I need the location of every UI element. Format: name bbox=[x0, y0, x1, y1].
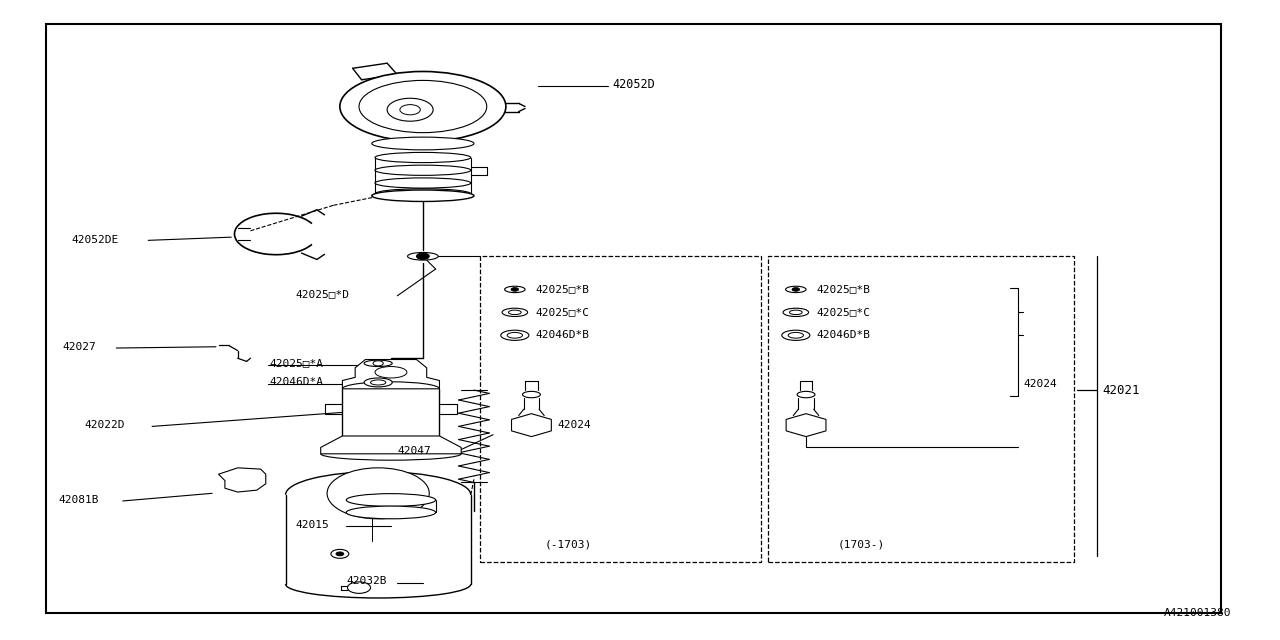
Ellipse shape bbox=[371, 190, 474, 202]
Circle shape bbox=[416, 253, 429, 259]
Ellipse shape bbox=[370, 380, 385, 385]
Ellipse shape bbox=[364, 378, 392, 387]
Ellipse shape bbox=[375, 189, 471, 199]
Bar bbox=[480, 256, 762, 562]
Circle shape bbox=[328, 468, 429, 519]
Text: A421001380: A421001380 bbox=[1164, 608, 1231, 618]
Text: 42025□*D: 42025□*D bbox=[296, 289, 349, 300]
Ellipse shape bbox=[375, 152, 471, 163]
Ellipse shape bbox=[788, 332, 804, 338]
Ellipse shape bbox=[358, 81, 486, 132]
Ellipse shape bbox=[790, 310, 803, 315]
Ellipse shape bbox=[407, 252, 438, 260]
Circle shape bbox=[372, 361, 383, 366]
Bar bbox=[768, 256, 1074, 562]
Text: 42046D*B: 42046D*B bbox=[535, 330, 589, 340]
Polygon shape bbox=[343, 360, 439, 389]
Text: 42022D: 42022D bbox=[84, 420, 125, 430]
Text: 42025□*B: 42025□*B bbox=[535, 284, 589, 294]
Text: 42046D*A: 42046D*A bbox=[270, 378, 324, 387]
Ellipse shape bbox=[375, 178, 471, 188]
Text: 42052DE: 42052DE bbox=[72, 236, 119, 245]
Ellipse shape bbox=[364, 360, 392, 367]
Circle shape bbox=[347, 582, 370, 593]
Text: 42032B: 42032B bbox=[346, 576, 387, 586]
Text: 42025□*A: 42025□*A bbox=[270, 358, 324, 369]
Ellipse shape bbox=[508, 310, 521, 315]
Text: 42021: 42021 bbox=[1102, 383, 1140, 397]
Ellipse shape bbox=[375, 367, 407, 378]
Ellipse shape bbox=[786, 286, 806, 292]
Text: 42025□*C: 42025□*C bbox=[535, 307, 589, 317]
Text: 42027: 42027 bbox=[63, 342, 96, 352]
Text: 42015: 42015 bbox=[296, 520, 329, 530]
Text: 42081B: 42081B bbox=[59, 495, 100, 505]
Circle shape bbox=[337, 552, 344, 556]
Text: 42046D*B: 42046D*B bbox=[817, 330, 870, 340]
Circle shape bbox=[399, 104, 420, 115]
Ellipse shape bbox=[346, 493, 435, 506]
Text: 42025□*B: 42025□*B bbox=[817, 284, 870, 294]
Text: 42025□*C: 42025□*C bbox=[817, 307, 870, 317]
Ellipse shape bbox=[340, 72, 506, 141]
Ellipse shape bbox=[782, 330, 810, 340]
Ellipse shape bbox=[500, 330, 529, 340]
Ellipse shape bbox=[504, 286, 525, 292]
Text: 42024: 42024 bbox=[557, 420, 591, 430]
Ellipse shape bbox=[375, 165, 471, 175]
Ellipse shape bbox=[507, 332, 522, 338]
Ellipse shape bbox=[783, 308, 809, 317]
Ellipse shape bbox=[371, 137, 474, 150]
Text: 42024: 42024 bbox=[1023, 379, 1057, 388]
Polygon shape bbox=[219, 468, 266, 492]
Text: (-1703): (-1703) bbox=[544, 540, 591, 549]
Text: (1703-): (1703-) bbox=[838, 540, 886, 549]
Text: 42052D: 42052D bbox=[612, 77, 654, 91]
Text: 42047: 42047 bbox=[397, 445, 431, 456]
Circle shape bbox=[332, 549, 348, 558]
Ellipse shape bbox=[522, 392, 540, 397]
Circle shape bbox=[387, 99, 433, 121]
Ellipse shape bbox=[797, 392, 815, 397]
Ellipse shape bbox=[346, 506, 435, 519]
Circle shape bbox=[792, 287, 800, 291]
Ellipse shape bbox=[502, 308, 527, 317]
Circle shape bbox=[511, 287, 518, 291]
Polygon shape bbox=[321, 436, 461, 454]
